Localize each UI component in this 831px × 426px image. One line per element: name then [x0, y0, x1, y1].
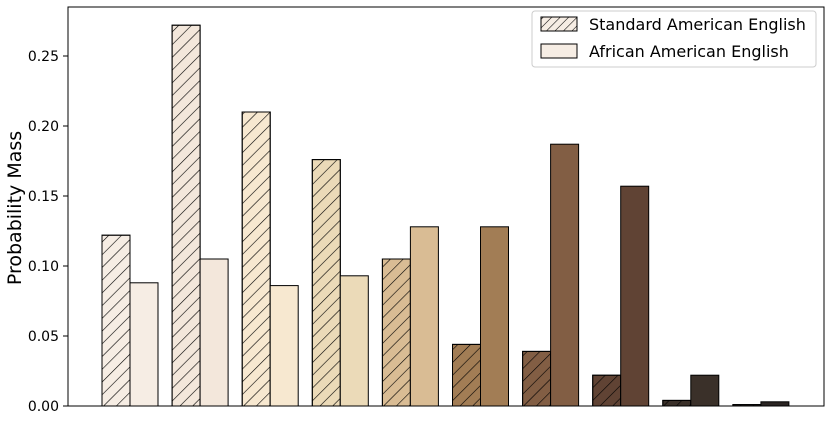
- bar-aae-8: [620, 185, 650, 407]
- bar-hatch-sae-4: [311, 159, 341, 407]
- y-axis-label: Probability Mass: [4, 131, 26, 285]
- bar-hatch-sae-6: [452, 343, 481, 407]
- bars-layer: [101, 24, 790, 407]
- legend-label-sae: Standard American English: [589, 15, 806, 34]
- bar-hatch-sae-1: [101, 234, 131, 407]
- bar-aae-7: [550, 143, 580, 407]
- bar-aae-2: [199, 258, 229, 407]
- y-tick-label: 0.00: [28, 399, 59, 415]
- legend-label-aae: African American English: [589, 42, 789, 61]
- y-tick-label: 0.05: [28, 329, 59, 345]
- bar-hatch-sae-3: [241, 111, 271, 407]
- bar-aae-5: [409, 226, 439, 407]
- bar-aae-1: [129, 282, 159, 407]
- legend-swatch-aae: [540, 43, 578, 59]
- bar-aae-6: [480, 226, 509, 407]
- legend-swatch-sae-hatch: [540, 16, 578, 32]
- y-tick-label: 0.20: [28, 119, 59, 135]
- legend-frame: [531, 10, 817, 68]
- bar-aae-9: [690, 374, 720, 407]
- y-tick-label: 0.25: [28, 49, 59, 65]
- bar-hatch-sae-8: [592, 374, 622, 407]
- y-tick-label: 0.15: [28, 189, 59, 205]
- bar-aae-3: [269, 285, 299, 407]
- bar-hatch-sae-2: [171, 24, 201, 407]
- y-axis: 0.00 0.05 0.10 0.15 0.20 0.25: [28, 49, 68, 415]
- y-tick-label: 0.10: [28, 259, 59, 275]
- bar-hatch-sae-5: [381, 258, 411, 407]
- bar-hatch-sae-9: [662, 399, 692, 407]
- bar-hatch-sae-7: [522, 350, 552, 407]
- legend: Standard American English African Americ…: [531, 10, 817, 68]
- bar-aae-10: [760, 401, 790, 407]
- plot-frame: [67, 6, 825, 407]
- bar-aae-4: [339, 275, 369, 407]
